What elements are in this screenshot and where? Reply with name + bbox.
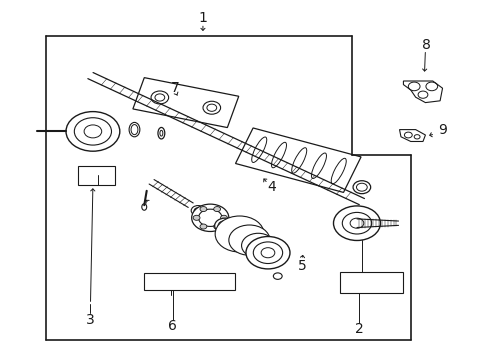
Circle shape <box>241 233 274 258</box>
Circle shape <box>200 224 206 229</box>
Circle shape <box>213 207 220 212</box>
Bar <box>144 273 234 290</box>
Text: 8: 8 <box>421 38 430 52</box>
Circle shape <box>215 216 264 252</box>
Polygon shape <box>403 81 442 103</box>
Ellipse shape <box>352 181 370 194</box>
Polygon shape <box>399 130 425 141</box>
Text: 1: 1 <box>198 11 207 25</box>
Text: 4: 4 <box>266 180 275 194</box>
Text: 2: 2 <box>354 322 363 336</box>
Circle shape <box>66 112 120 151</box>
Text: 5: 5 <box>297 259 306 273</box>
Text: 9: 9 <box>437 123 446 137</box>
Ellipse shape <box>214 218 235 233</box>
Text: 3: 3 <box>86 313 95 327</box>
Circle shape <box>200 207 206 212</box>
Polygon shape <box>235 128 360 193</box>
Circle shape <box>220 215 227 220</box>
Circle shape <box>213 224 220 229</box>
Ellipse shape <box>129 122 140 137</box>
Polygon shape <box>133 78 238 127</box>
Circle shape <box>228 225 269 255</box>
Circle shape <box>333 206 380 240</box>
Circle shape <box>191 204 228 231</box>
Circle shape <box>193 215 200 220</box>
Text: 6: 6 <box>168 319 177 333</box>
Bar <box>339 272 403 293</box>
Circle shape <box>245 237 289 269</box>
Text: 7: 7 <box>170 81 179 95</box>
Bar <box>78 166 115 185</box>
